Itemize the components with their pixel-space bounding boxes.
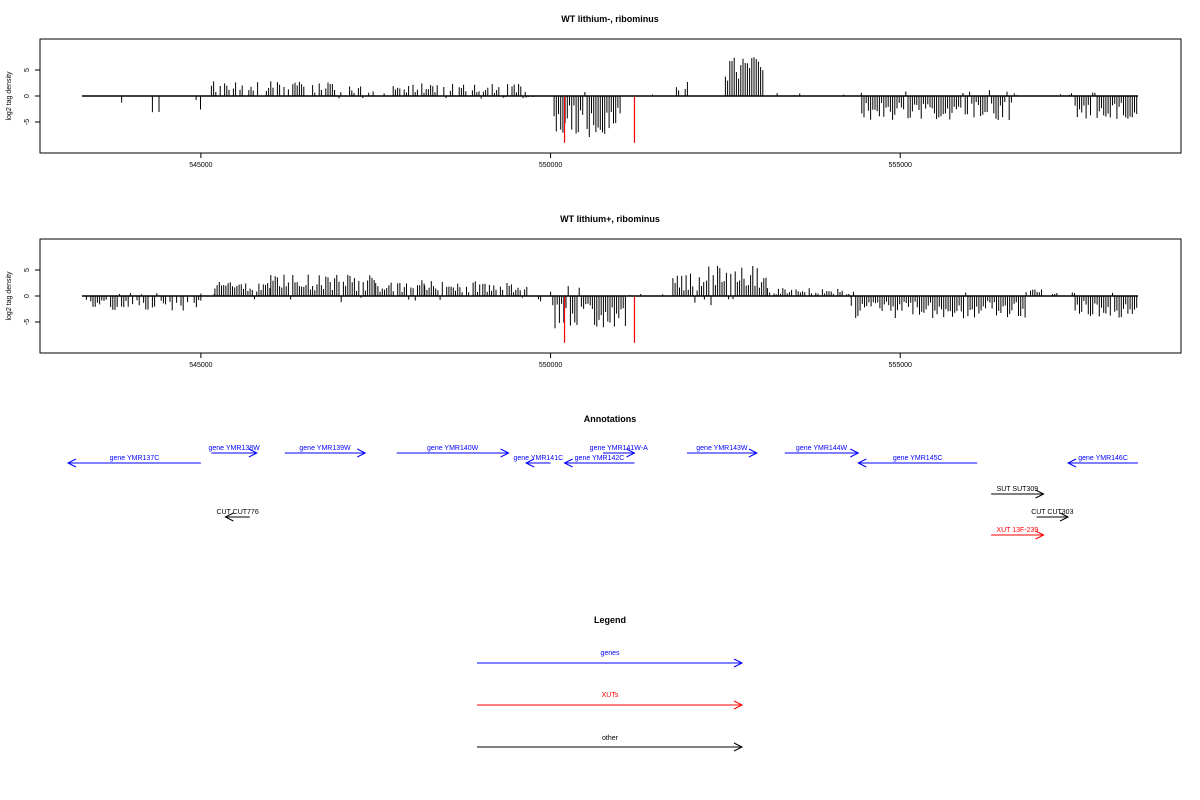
feature-arrow-head <box>563 458 573 468</box>
feature-cut-cut776: CUT CUT776 <box>216 509 259 522</box>
legend-item-genes: genes <box>477 650 744 668</box>
feature-gene-ymr143w: gene YMR143W <box>686 445 758 458</box>
feature-label: XUT 13F-239 <box>996 527 1038 534</box>
y-axis-label: log2 tag density <box>6 271 13 321</box>
legend-arrow-head <box>733 742 744 752</box>
feature-arrow-head <box>1035 530 1045 540</box>
y-tick-label: -5 <box>24 319 31 325</box>
feature-arrow-head <box>1066 458 1077 468</box>
feature-gene-ymr140w: gene YMR140W <box>396 445 510 458</box>
legend-title: Legend <box>594 615 626 625</box>
feature-label: CUT CUT776 <box>216 509 258 516</box>
legend-arrow-head <box>733 658 744 668</box>
tag-density-panel-lithium-plus: WT lithium+, ribominus log2 tag density … <box>6 214 1182 369</box>
feature-xut-13f-239: XUT 13F-239 <box>991 527 1045 540</box>
feature-arrow-head <box>66 458 77 468</box>
feature-label: gene YMR142C <box>575 455 625 462</box>
feature-gene-ymr137c: gene YMR137C <box>66 455 201 468</box>
feature-label: gene YMR137C <box>110 455 160 462</box>
feature-arrow-head <box>748 448 758 458</box>
feature-label: gene YMR143W <box>696 445 748 452</box>
x-tick-label: 545000 <box>189 362 212 369</box>
y-axis-label: log2 tag density <box>6 71 13 121</box>
feature-arrow-head <box>626 448 636 458</box>
feature-arrow-head <box>850 448 860 458</box>
x-axis: 545000 550000 555000 <box>189 153 912 169</box>
feature-label: gene YMR146C <box>1078 455 1128 462</box>
x-axis: 545000 550000 555000 <box>189 353 912 369</box>
feature-gene-ymr142c: gene YMR142C <box>563 455 635 468</box>
feature-sut-sut309: SUT SUT309 <box>991 486 1045 499</box>
feature-arrow-head <box>224 512 234 522</box>
feature-label: gene YMR141C <box>513 455 563 462</box>
feature-gene-ymr145c: gene YMR145C <box>857 455 978 468</box>
legend-arrow-head <box>733 700 744 710</box>
feature-arrow-head <box>857 458 867 468</box>
feature-label: gene YMR138W <box>208 445 260 452</box>
tag-density-bars <box>121 57 1138 137</box>
feature-gene-ymr144w: gene YMR144W <box>784 445 860 458</box>
feature-gene-ymr141c: gene YMR141C <box>513 455 563 468</box>
feature-gene-ymr138w: gene YMR138W <box>208 445 260 458</box>
legend-item-xuts: XUTs <box>477 692 744 710</box>
panel-title: WT lithium+, ribominus <box>560 214 660 224</box>
feature-arrow-head <box>1059 512 1070 522</box>
y-axis: -5 0 5 <box>24 68 41 125</box>
y-tick-label: 5 <box>24 68 31 72</box>
feature-arrows: gene YMR137C gene YMR138W gene YMR139W gene… <box>66 445 1138 540</box>
x-tick-label: 545000 <box>189 162 212 169</box>
feature-label: gene YMR145C <box>893 455 943 462</box>
y-tick-label: -5 <box>24 119 31 125</box>
highlight-bars <box>563 96 636 143</box>
x-tick-label: 550000 <box>539 162 562 169</box>
feature-cut-cut303: CUT CUT303 <box>1031 509 1074 522</box>
feature-arrow-head <box>500 448 510 458</box>
feature-arrow-head <box>524 458 535 468</box>
legend: Legend genes XUTs other <box>477 615 744 752</box>
highlight-bars <box>563 296 636 343</box>
x-tick-label: 550000 <box>539 362 562 369</box>
y-axis: -5 0 5 <box>24 268 41 325</box>
annotations-title: Annotations <box>584 414 637 424</box>
x-tick-label: 555000 <box>889 362 912 369</box>
feature-arrow-head <box>248 448 258 458</box>
feature-label: gene YMR144W <box>796 445 848 452</box>
feature-label: CUT CUT303 <box>1031 509 1073 516</box>
feature-gene-ymr139w: gene YMR139W <box>284 445 367 458</box>
x-tick-label: 555000 <box>889 162 912 169</box>
legend-label: other <box>602 735 619 742</box>
legend-label: XUTs <box>602 692 619 699</box>
panel-title: WT lithium-, ribominus <box>561 14 659 24</box>
feature-arrow-head <box>1035 489 1045 499</box>
y-tick-label: 0 <box>24 294 31 298</box>
legend-item-other: other <box>477 735 744 752</box>
legend-label: genes <box>600 650 620 657</box>
y-tick-label: 0 <box>24 94 31 98</box>
feature-label: SUT SUT309 <box>997 486 1039 493</box>
y-tick-label: 5 <box>24 268 31 272</box>
feature-gene-ymr141w-a: gene YMR141W-A <box>590 445 648 458</box>
feature-gene-ymr146c: gene YMR146C <box>1066 455 1138 468</box>
tag-density-bars <box>85 265 1138 329</box>
feature-arrow-head <box>357 448 367 458</box>
feature-label: gene YMR140W <box>427 445 479 452</box>
feature-label: gene YMR139W <box>299 445 351 452</box>
tag-density-panel-lithium-minus: WT lithium-, ribominus log2 tag density … <box>6 14 1182 169</box>
feature-label: gene YMR141W-A <box>590 445 648 452</box>
